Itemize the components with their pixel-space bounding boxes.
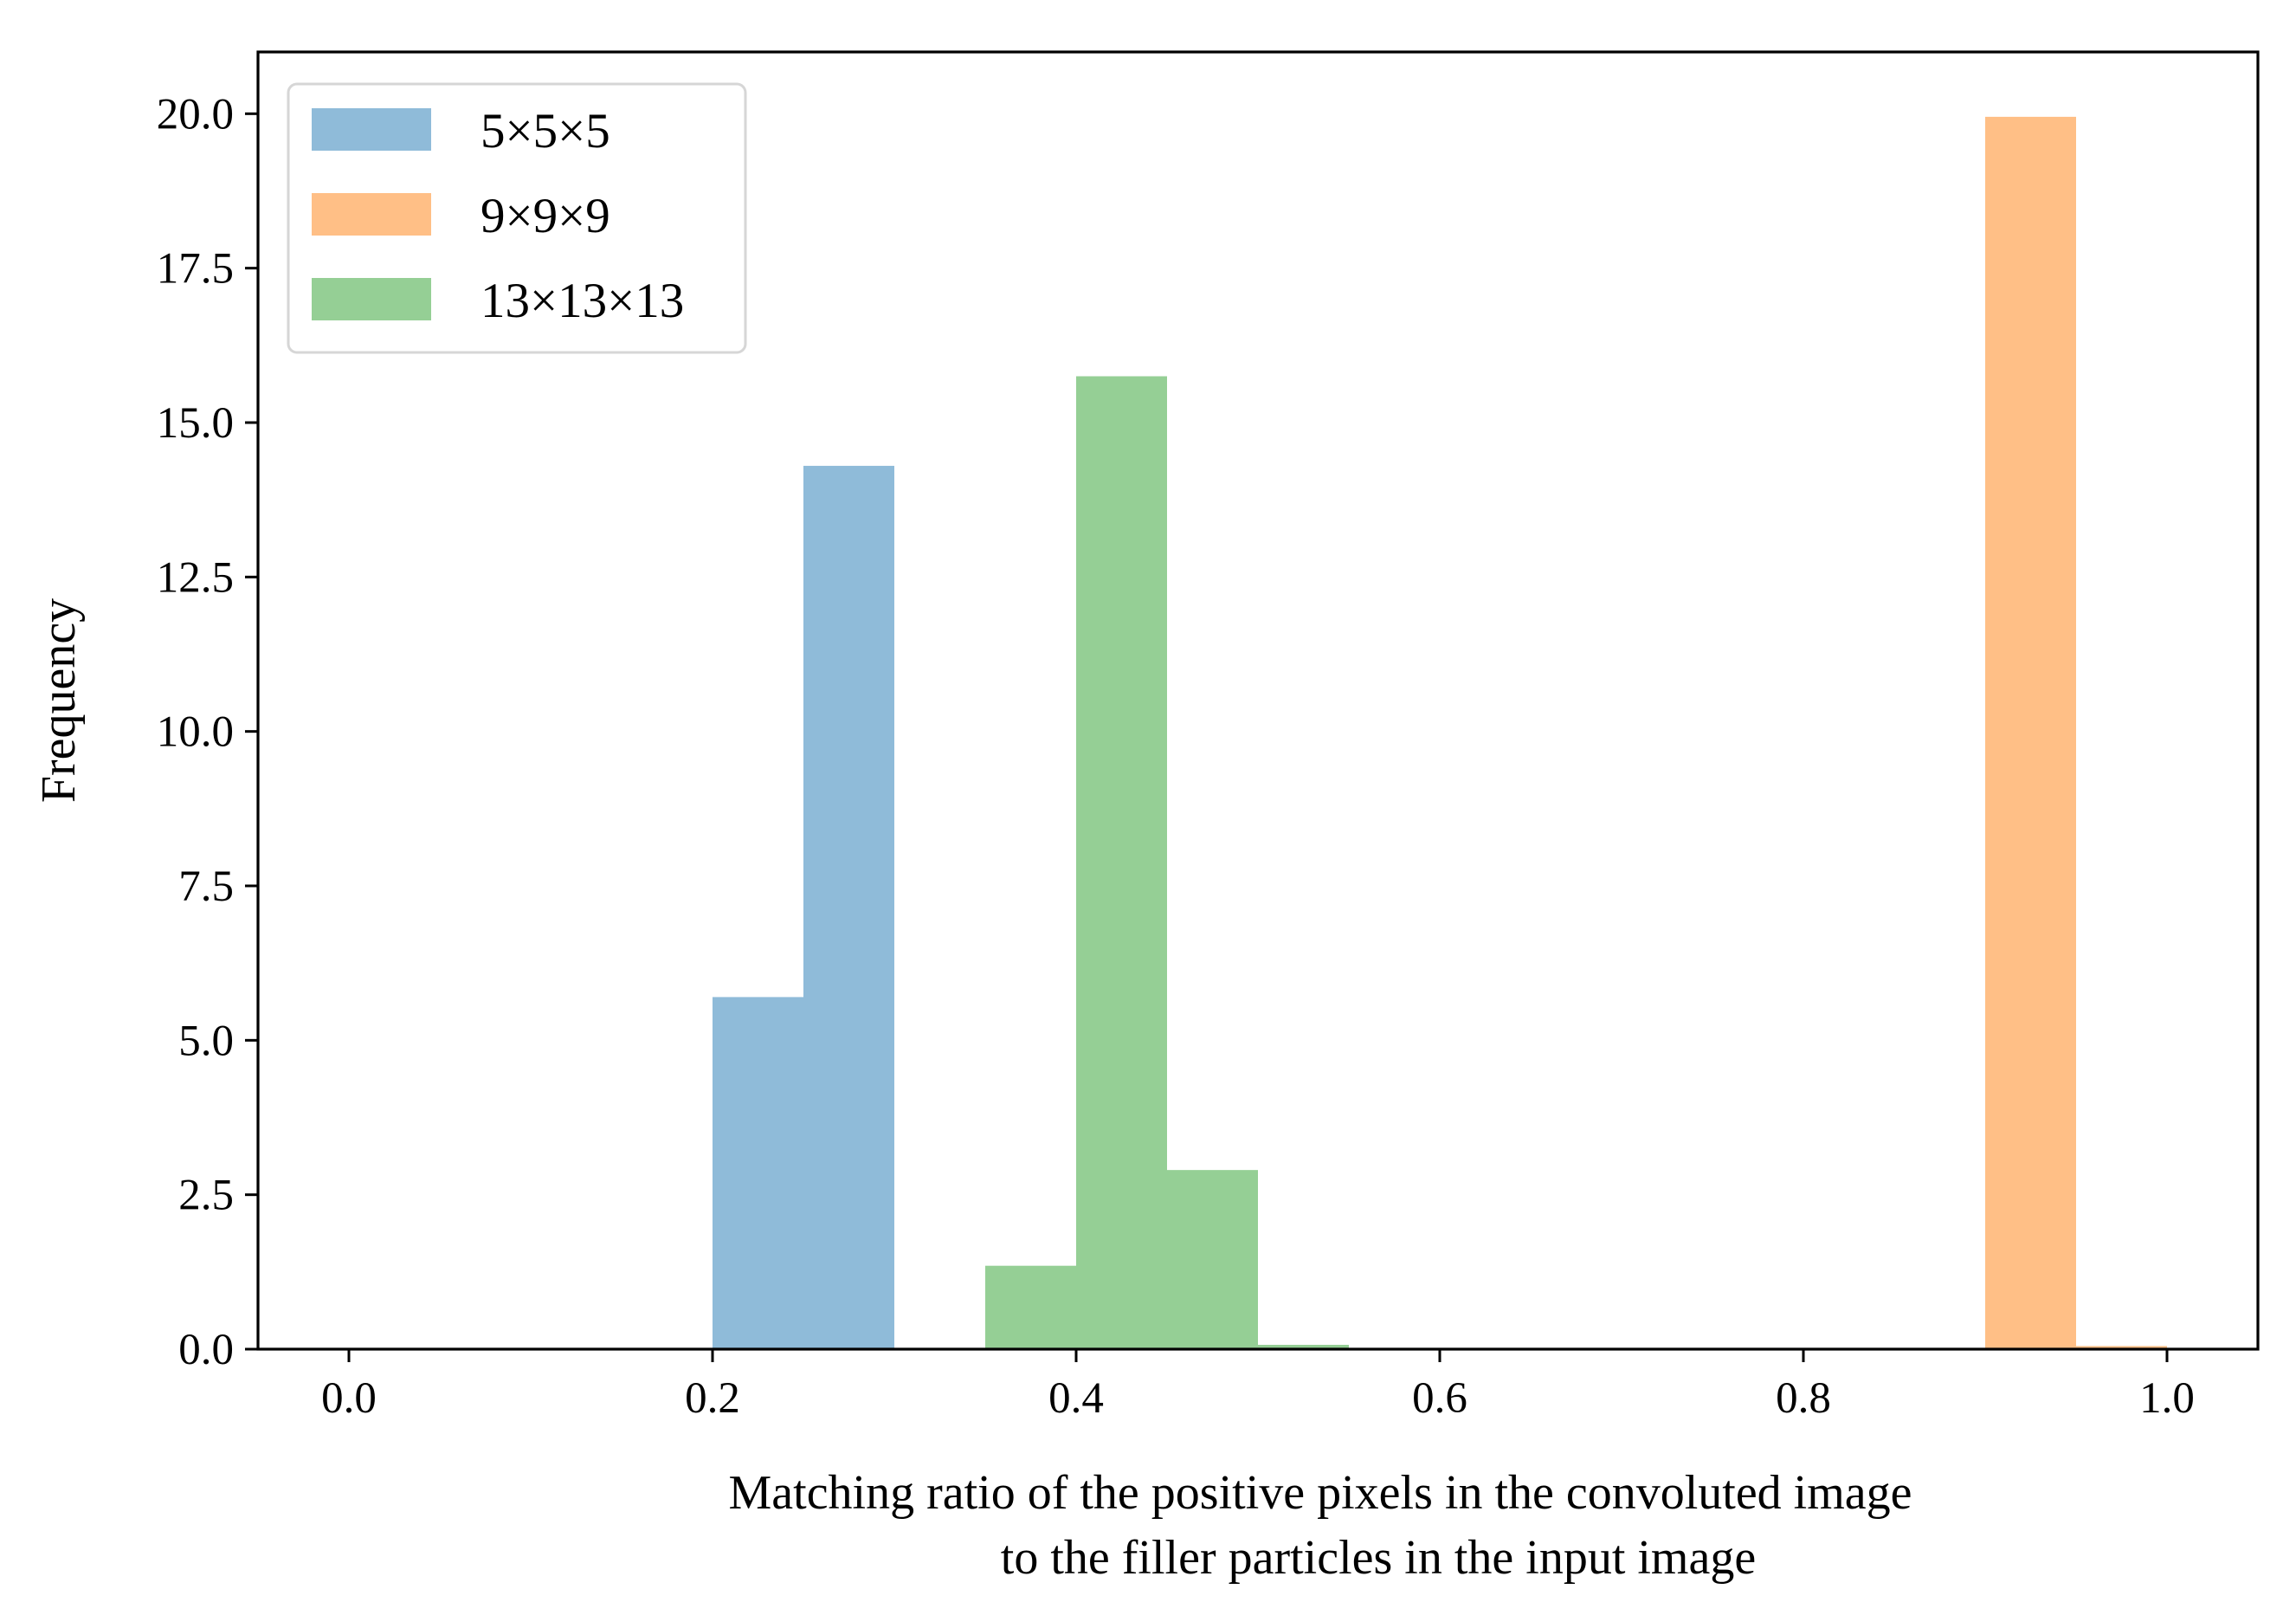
- y-tick-label: 0.0: [178, 1326, 234, 1374]
- x-axis-label-line-1: Matching ratio of the positive pixels in…: [728, 1466, 1912, 1520]
- x-tick-label: 0.2: [685, 1374, 740, 1423]
- histogram-bar-series-2-bin-0: [985, 1265, 1076, 1349]
- axes-layer: 0.0 0.2 0.4 0.6 0.8 1.0 0.0 2.5 5.0 7.5 10.0 12.5 15…: [32, 50, 2260, 1585]
- bars-layer: [713, 116, 2167, 1349]
- x-tick-label: 1.0: [2139, 1374, 2195, 1423]
- x-tick-label: 0.6: [1412, 1374, 1467, 1423]
- y-tick-label: 5.0: [178, 1017, 234, 1065]
- histogram-bar-series-0-bin-1: [803, 465, 894, 1349]
- y-axis-label: Frequency: [32, 598, 86, 803]
- histogram-bar-series-2-bin-3: [1258, 1345, 1349, 1349]
- y-tick-label: 15.0: [157, 399, 234, 448]
- histogram-bar-series-2-bin-2: [1167, 1170, 1258, 1349]
- y-tick-label: 7.5: [178, 862, 234, 911]
- legend-swatch-1: [312, 193, 431, 236]
- x-axis-label-line-2: to the filler particles in the input ima…: [1001, 1531, 1756, 1585]
- plot-frame: [256, 50, 2260, 1351]
- histogram-bar-series-1-bin-1: [2076, 1346, 2167, 1349]
- y-tick-label: 2.5: [178, 1172, 234, 1220]
- legend-label-0: 5×5×5: [480, 104, 610, 158]
- histogram-bar-series-0-bin-0: [713, 997, 803, 1349]
- y-tick-label: 12.5: [157, 553, 234, 602]
- histogram-bar-series-1-bin-0: [1985, 116, 2076, 1349]
- x-tick-label: 0.0: [321, 1374, 377, 1423]
- legend: 5×5×5 9×9×9 13×13×13: [287, 82, 747, 354]
- y-tick-label: 10.0: [157, 708, 234, 757]
- legend-label-2: 13×13×13: [480, 274, 684, 328]
- x-tick-label: 0.4: [1048, 1374, 1104, 1423]
- y-tick-label: 20.0: [157, 90, 234, 139]
- legend-swatch-0: [312, 108, 431, 151]
- histogram-bar-series-2-bin-1: [1076, 376, 1167, 1349]
- legend-swatch-2: [312, 278, 431, 320]
- legend-label-1: 9×9×9: [480, 189, 610, 243]
- x-tick-label: 0.8: [1776, 1374, 1831, 1423]
- y-tick-label: 17.5: [157, 245, 234, 294]
